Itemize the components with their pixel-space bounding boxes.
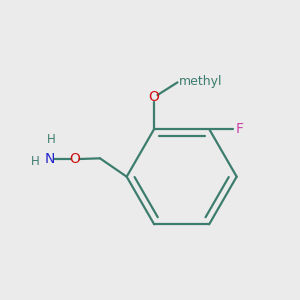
Text: O: O: [70, 152, 80, 166]
Text: O: O: [149, 90, 160, 104]
Text: N: N: [45, 152, 55, 166]
Text: H: H: [31, 155, 39, 168]
Text: methyl: methyl: [179, 75, 223, 88]
Text: H: H: [47, 133, 56, 146]
Text: F: F: [236, 122, 244, 136]
